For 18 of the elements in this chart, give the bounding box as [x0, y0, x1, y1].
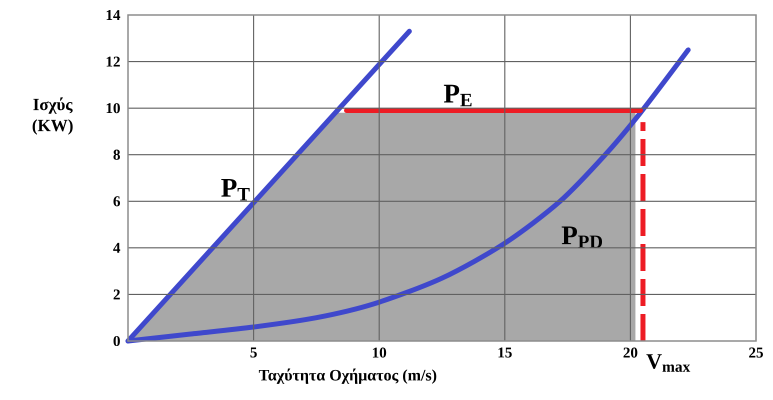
- y-tick-label: 4: [113, 242, 120, 253]
- y-tick-label: 10: [106, 103, 120, 114]
- series-label: P$_{E}$: [444, 84, 472, 106]
- y-tick-label: 0: [114, 336, 120, 346]
- y-tick-label: 2: [114, 289, 120, 300]
- x-tick-label: 10: [372, 348, 386, 358]
- y-tick-label: 12: [106, 56, 120, 67]
- y-tick-label: 6: [113, 196, 120, 206]
- y-axis-title: Ισχύς (KW): [32, 97, 73, 135]
- x-axis-title: Ταχύτητα Οχήματος (m/s): [258, 368, 436, 384]
- x-tick-label: 20: [624, 348, 638, 358]
- x-tick-label: 15: [498, 348, 512, 358]
- series-label: P$_{T}$: [221, 178, 250, 200]
- y-tick-label: 14: [106, 10, 120, 20]
- x-tick-label: 5: [250, 348, 257, 358]
- x-tick-label: 25: [749, 348, 763, 358]
- y-tick-label: 8: [113, 150, 120, 160]
- series-label: V$_{max}$: [646, 354, 690, 372]
